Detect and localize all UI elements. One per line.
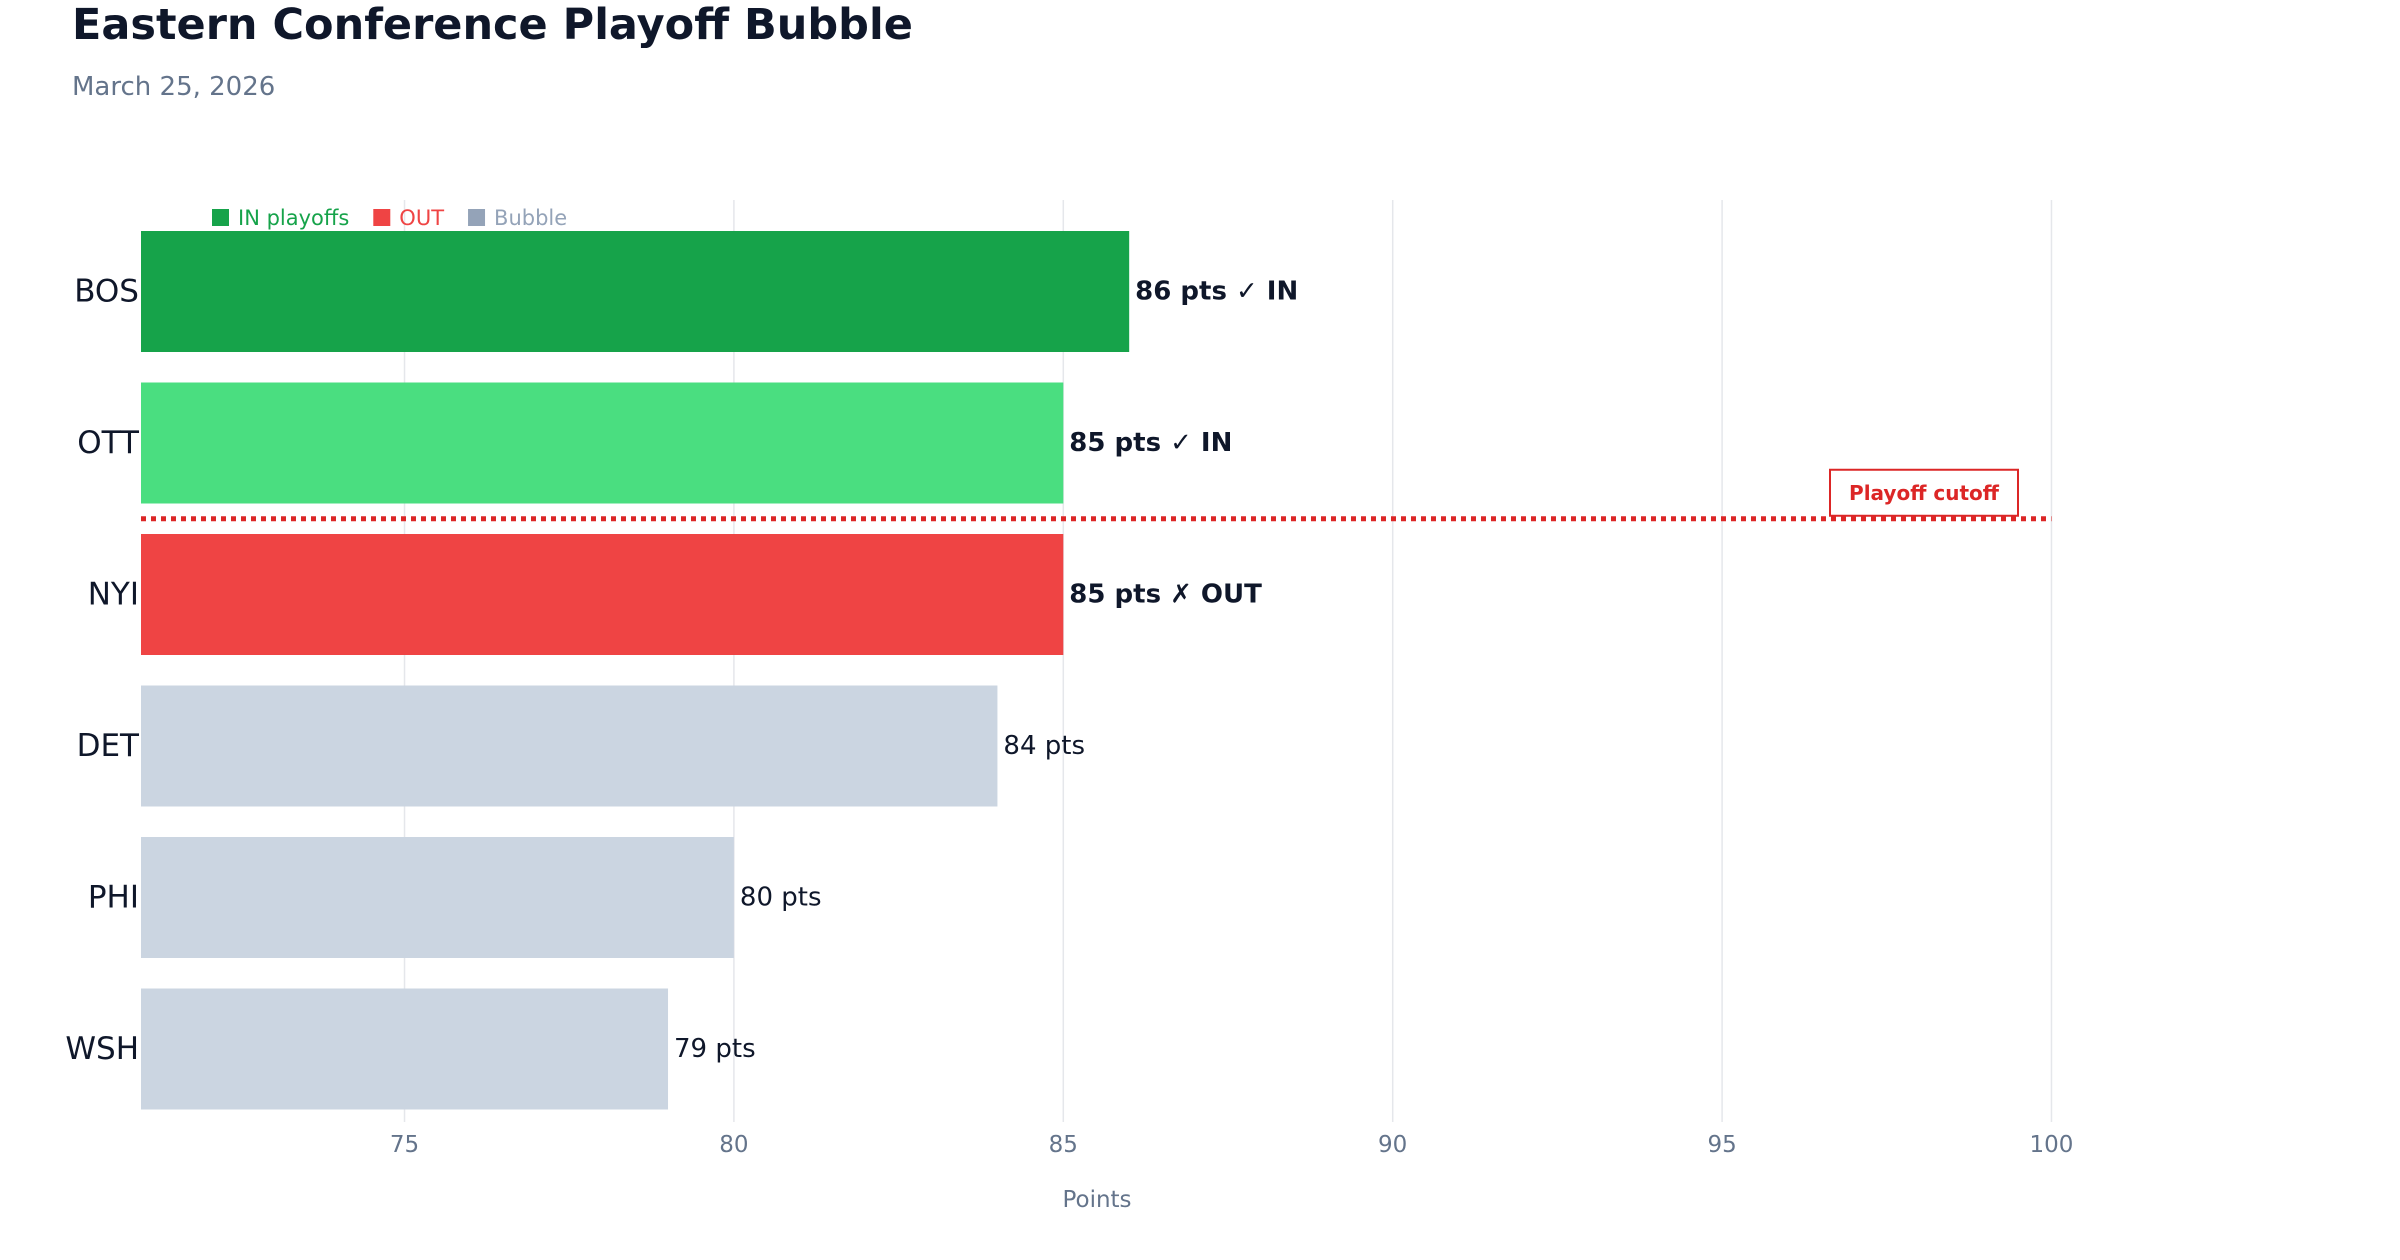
bar-bos — [141, 231, 1130, 352]
bar-value-labels: 86 pts ✓ IN 85 pts ✓ IN 85 pts ✗ OUT 84 pts… — [674, 277, 1298, 1065]
cutoff-annotation-label: Playoff cutoff — [1849, 481, 2000, 505]
category-label-nyi: NYI — [88, 577, 139, 613]
legend: IN playoffs OUT Bubble — [212, 206, 567, 230]
x-tick-label-80: 80 — [719, 1132, 748, 1158]
x-tick-label-75: 75 — [390, 1132, 419, 1158]
category-label-bos: BOS — [74, 274, 139, 310]
bars — [141, 231, 1130, 1110]
x-axis-label: Points — [1062, 1187, 1131, 1213]
x-tick-label-90: 90 — [1378, 1132, 1407, 1158]
value-label-wsh: 79 pts — [674, 1034, 756, 1064]
value-label-det: 84 pts — [1003, 731, 1085, 761]
value-label-nyi: 85 pts ✗ OUT — [1069, 580, 1262, 610]
category-label-wsh: WSH — [65, 1031, 139, 1067]
x-axis-ticks: 75 80 85 90 95 100 — [390, 1132, 2074, 1158]
playoff-cutoff: Playoff cutoff — [141, 468, 2052, 522]
chart-subtitle: March 25, 2026 — [72, 72, 276, 102]
bar-det — [141, 685, 998, 807]
legend-label-in-playoffs: IN playoffs — [238, 206, 349, 230]
category-labels: BOS OTT NYI DET PHI WSH — [65, 274, 140, 1068]
legend-swatch-in-playoffs — [212, 209, 229, 226]
value-label-ott: 85 pts ✓ IN — [1069, 428, 1232, 458]
category-label-phi: PHI — [88, 880, 139, 916]
grid-lines — [403, 200, 2053, 1122]
bar-nyi — [141, 534, 1064, 655]
value-label-bos: 86 pts ✓ IN — [1135, 277, 1298, 307]
category-label-ott: OTT — [77, 425, 140, 461]
cutoff-annotation-box — [1829, 468, 2019, 517]
chart-title: Eastern Conference Playoff Bubble — [72, 0, 913, 50]
x-tick-label-85: 85 — [1049, 1132, 1078, 1158]
x-tick-label-95: 95 — [1707, 1132, 1736, 1158]
category-label-det: DET — [77, 728, 140, 764]
bar-wsh — [141, 988, 669, 1110]
legend-label-out: OUT — [399, 206, 444, 230]
value-label-phi: 80 pts — [740, 883, 822, 913]
bar-phi — [141, 837, 734, 958]
legend-label-bubble: Bubble — [494, 206, 567, 230]
x-tick-label-100: 100 — [2030, 1132, 2074, 1158]
legend-swatch-bubble — [468, 209, 486, 226]
legend-swatch-out — [373, 209, 391, 226]
bar-ott — [141, 382, 1064, 504]
